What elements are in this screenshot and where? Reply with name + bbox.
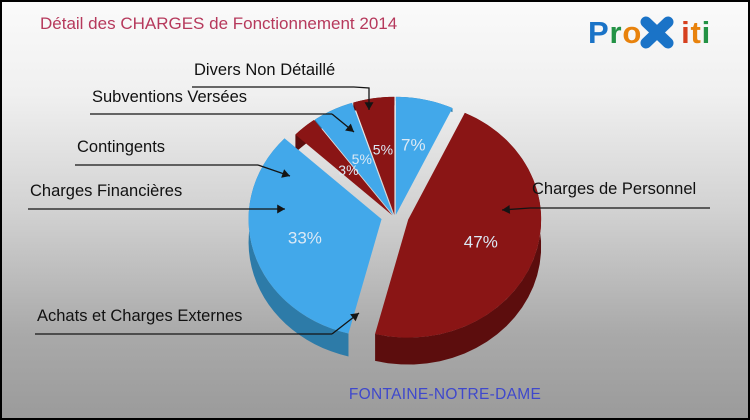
svg-text:5%: 5% <box>352 151 372 167</box>
svg-text:33%: 33% <box>288 228 322 247</box>
svg-text:7%: 7% <box>401 135 426 154</box>
svg-text:5%: 5% <box>373 141 393 157</box>
svg-text:47%: 47% <box>464 232 498 251</box>
